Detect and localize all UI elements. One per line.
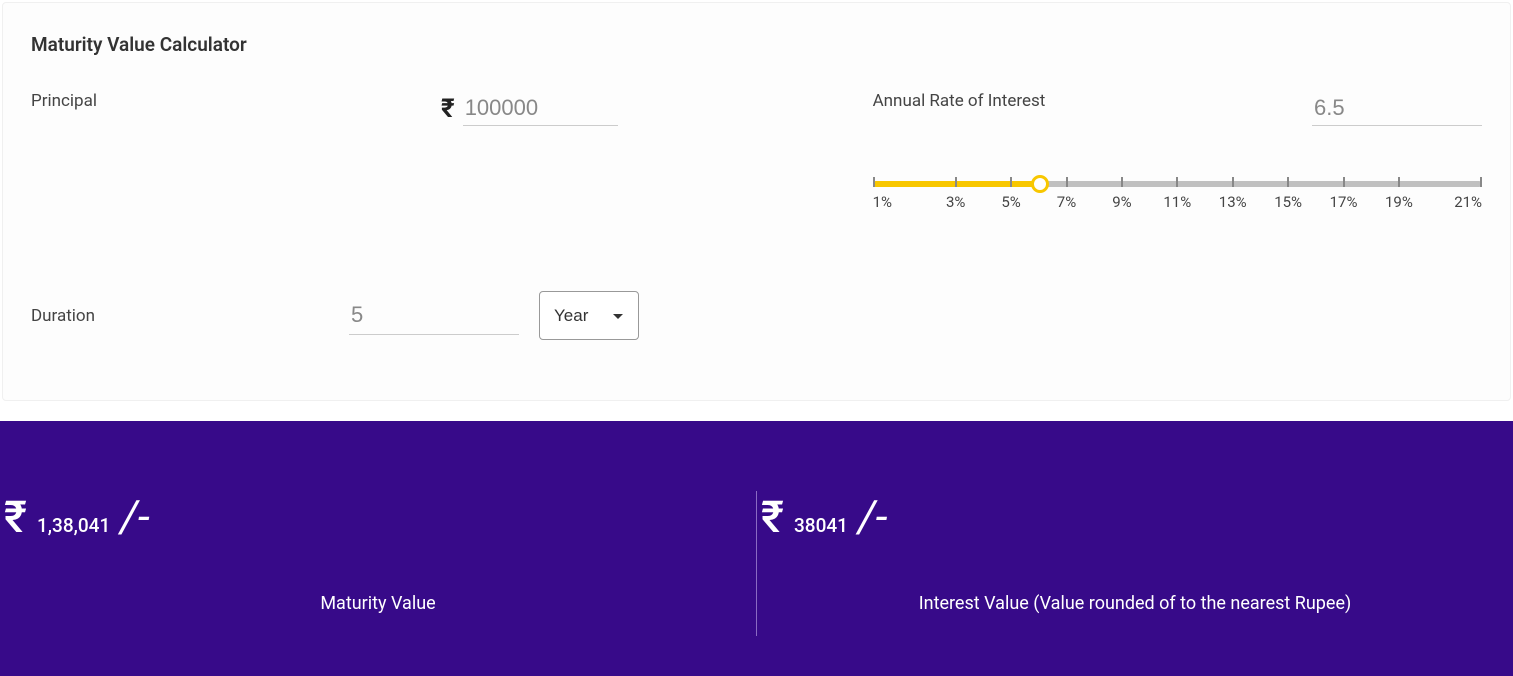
- maturity-suffix: /-: [120, 491, 149, 543]
- slider-tick: 17%: [1316, 193, 1371, 211]
- duration-label: Duration: [31, 306, 349, 326]
- duration-unit-select[interactable]: YearMonth: [539, 291, 639, 340]
- slider-tick: 9%: [1094, 193, 1149, 211]
- results-panel: ₹ 1,38,041 /- Maturity Value ₹ 38041 /- …: [0, 421, 1513, 676]
- maturity-result: ₹ 1,38,041 /- Maturity Value: [0, 491, 757, 636]
- top-input-row: Principal ₹ Annual Rate of Interest 1% 3%…: [31, 91, 1482, 211]
- rupee-icon: ₹: [761, 491, 784, 543]
- rupee-icon: ₹: [441, 94, 455, 124]
- principal-label: Principal: [31, 91, 441, 111]
- tick-label: 21%: [1454, 193, 1482, 211]
- maturity-value: 1,38,041: [37, 514, 110, 537]
- tick-mark: [955, 177, 957, 187]
- slider-tick: 11%: [1150, 193, 1205, 211]
- tick-label: 9%: [1112, 193, 1131, 211]
- principal-input[interactable]: [463, 91, 618, 126]
- duration-input[interactable]: [349, 296, 519, 335]
- tick-mark: [1232, 177, 1234, 187]
- slider-tick: 15%: [1260, 193, 1315, 211]
- slider-tick: 19%: [1371, 193, 1426, 211]
- tick-label: 17%: [1330, 193, 1358, 211]
- tick-mark: [1121, 177, 1123, 187]
- interest-value-wrap: ₹ 38041 /-: [761, 491, 887, 543]
- calculator-title: Maturity Value Calculator: [31, 33, 1482, 56]
- tick-label: 7%: [1057, 193, 1076, 211]
- interest-result: ₹ 38041 /- Interest Value (Value rounded…: [757, 491, 1513, 636]
- tick-label: 3%: [946, 193, 965, 211]
- tick-label: 1%: [873, 193, 892, 211]
- tick-mark: [1066, 177, 1068, 187]
- tick-label: 13%: [1219, 193, 1247, 211]
- slider-tick: 13%: [1205, 193, 1260, 211]
- rate-input[interactable]: [1312, 91, 1482, 126]
- slider-tick: 1%: [873, 193, 928, 211]
- tick-label: 5%: [1001, 193, 1020, 211]
- slider-tick: 21%: [1427, 193, 1482, 211]
- tick-label: 19%: [1385, 193, 1413, 211]
- interest-label: Interest Value (Value rounded of to the …: [919, 593, 1352, 614]
- maturity-label: Maturity Value: [320, 593, 435, 614]
- interest-suffix: /-: [858, 491, 887, 543]
- maturity-value-wrap: ₹ 1,38,041 /-: [4, 491, 150, 543]
- duration-group: Duration YearMonth: [31, 291, 1482, 340]
- rupee-icon: ₹: [4, 491, 27, 543]
- rate-row: Annual Rate of Interest: [873, 91, 1482, 126]
- calculator-panel: Maturity Value Calculator Principal ₹ An…: [2, 2, 1511, 401]
- tick-mark: [1480, 177, 1482, 187]
- slider-tick: 7%: [1039, 193, 1094, 211]
- tick-mark: [1343, 177, 1345, 187]
- principal-input-wrap: ₹: [441, 91, 618, 126]
- tick-mark: [1398, 177, 1400, 187]
- tick-mark: [873, 177, 875, 187]
- tick-mark: [1010, 177, 1012, 187]
- slider-tick: 5%: [983, 193, 1038, 211]
- tick-label: 15%: [1274, 193, 1302, 211]
- tick-label: 11%: [1163, 193, 1191, 211]
- rate-group: Annual Rate of Interest 1% 3% 5% 7% 9% 11% 13%…: [873, 91, 1482, 211]
- slider-thumb[interactable]: [1031, 175, 1049, 193]
- tick-mark: [1287, 177, 1289, 187]
- tick-mark: [1176, 177, 1178, 187]
- rate-label: Annual Rate of Interest: [873, 91, 1046, 111]
- rate-slider[interactable]: 1% 3% 5% 7% 9% 11% 13% 15% 17% 19% 21%: [873, 181, 1482, 211]
- principal-group: Principal ₹: [31, 91, 873, 126]
- slider-ticks: 1% 3% 5% 7% 9% 11% 13% 15% 17% 19% 21%: [873, 193, 1482, 211]
- interest-value: 38041: [794, 514, 848, 537]
- slider-tick: 3%: [928, 193, 983, 211]
